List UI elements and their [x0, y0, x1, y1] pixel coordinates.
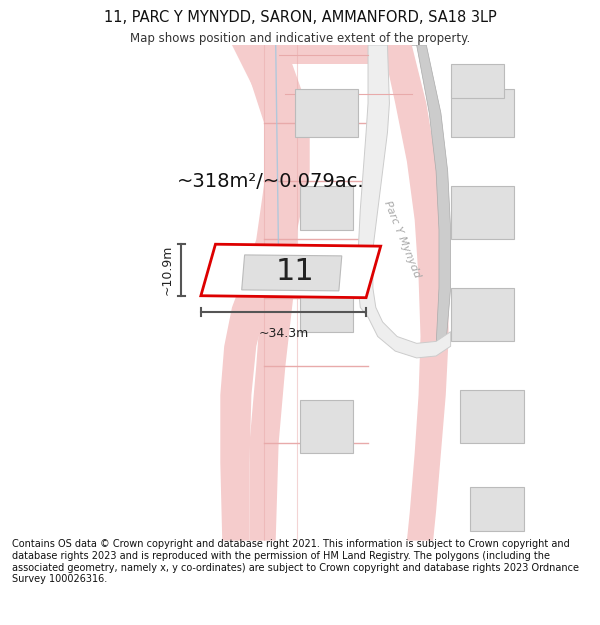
Polygon shape: [300, 186, 353, 229]
Text: ~10.9m: ~10.9m: [161, 245, 173, 295]
Text: 11: 11: [276, 257, 314, 286]
Polygon shape: [451, 288, 514, 341]
Polygon shape: [201, 244, 380, 298]
Text: Contains OS data © Crown copyright and database right 2021. This information is : Contains OS data © Crown copyright and d…: [12, 539, 579, 584]
Polygon shape: [239, 45, 298, 541]
Polygon shape: [451, 89, 514, 138]
Polygon shape: [358, 45, 451, 358]
Text: Map shows position and indicative extent of the property.: Map shows position and indicative extent…: [130, 32, 470, 46]
Polygon shape: [412, 45, 451, 346]
Polygon shape: [451, 64, 504, 99]
Polygon shape: [368, 45, 449, 541]
Polygon shape: [242, 255, 342, 291]
Polygon shape: [276, 45, 368, 64]
Polygon shape: [300, 283, 353, 332]
Text: ~318m²/~0.079ac.: ~318m²/~0.079ac.: [177, 171, 365, 191]
Polygon shape: [295, 89, 358, 138]
Polygon shape: [451, 186, 514, 239]
Text: 11, PARC Y MYNYDD, SARON, AMMANFORD, SA18 3LP: 11, PARC Y MYNYDD, SARON, AMMANFORD, SA1…: [104, 10, 496, 25]
Polygon shape: [300, 400, 353, 453]
Polygon shape: [460, 390, 524, 444]
Polygon shape: [220, 45, 310, 541]
Text: ~34.3m: ~34.3m: [259, 327, 308, 340]
Polygon shape: [470, 487, 524, 531]
Text: Parc Y Mynydd: Parc Y Mynydd: [382, 199, 422, 279]
